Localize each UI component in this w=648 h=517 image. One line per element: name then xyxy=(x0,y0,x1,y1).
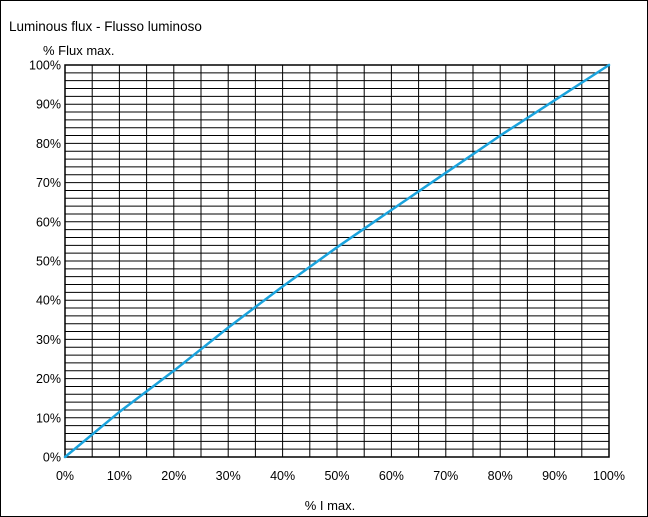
series xyxy=(63,63,611,459)
y-tick-label: 70% xyxy=(36,176,61,190)
x-tick-label: 80% xyxy=(488,469,513,483)
y-tick-label: 100% xyxy=(29,59,61,73)
grid xyxy=(64,64,610,458)
y-tick-label: 30% xyxy=(36,333,61,347)
y-tick-label: 90% xyxy=(36,98,61,112)
y-tick-label: 50% xyxy=(36,255,61,269)
y-tick-label: 80% xyxy=(36,137,61,151)
y-tick-label: 10% xyxy=(36,411,61,425)
x-tick-label: 50% xyxy=(324,469,349,483)
x-tick-label: 30% xyxy=(216,469,241,483)
tick-labels: 0% 10% 20% 30% 40% 50% 60% 70% 80% 90% 100% 0% 10% 20… xyxy=(29,59,625,484)
x-tick-label: 60% xyxy=(379,469,404,483)
x-tick-label: 100% xyxy=(593,469,625,483)
x-tick-label: 40% xyxy=(270,469,295,483)
x-tick-label: 20% xyxy=(161,469,186,483)
y-tick-label: 40% xyxy=(36,294,61,308)
plot-border xyxy=(64,64,610,458)
chart-title: Luminous flux - Flusso luminoso xyxy=(9,19,202,34)
x-axis-label: % I max. xyxy=(305,498,356,513)
y-axis-label: % Flux max. xyxy=(43,43,115,58)
x-tick-label: 90% xyxy=(542,469,567,483)
y-tick-label: 20% xyxy=(36,372,61,386)
y-tick-label: 60% xyxy=(36,215,61,229)
x-tick-label: 70% xyxy=(433,469,458,483)
y-tick-label: 0% xyxy=(43,451,61,465)
x-tick-label: 0% xyxy=(56,469,74,483)
x-tick-label: 10% xyxy=(107,469,132,483)
